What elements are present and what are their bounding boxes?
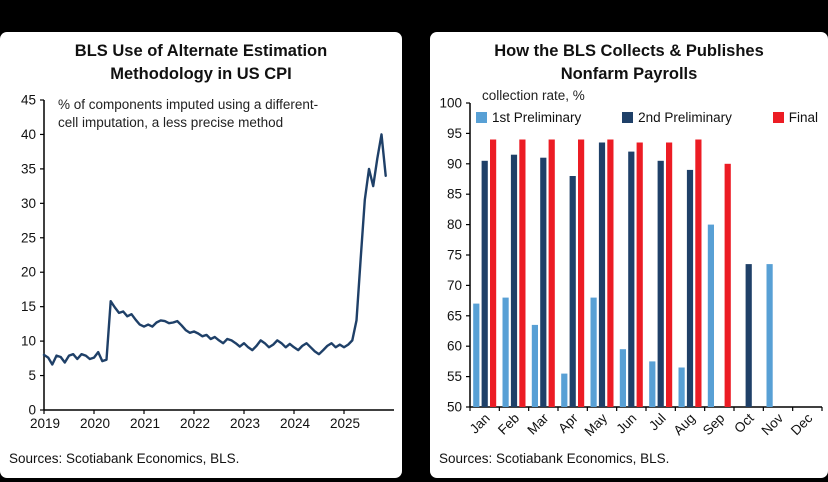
- svg-text:2021: 2021: [130, 416, 160, 431]
- panel-nonfarm-payrolls-chart: How the BLS Collects & Publishes Nonfarm…: [430, 32, 828, 478]
- svg-text:30: 30: [21, 196, 36, 211]
- svg-text:75: 75: [447, 248, 462, 263]
- left-chart-annotation-line2: cell imputation, a less precise method: [58, 115, 284, 130]
- panel-cpi-imputation-chart: BLS Use of Alternate Estimation Methodol…: [0, 32, 402, 478]
- legend-label-1st-preliminary: 1st Preliminary: [492, 110, 582, 125]
- svg-text:2020: 2020: [80, 416, 110, 431]
- legend-item-2nd-preliminary: 2nd Preliminary: [622, 110, 732, 125]
- svg-text:May: May: [581, 410, 610, 439]
- svg-text:Sep: Sep: [700, 411, 728, 439]
- svg-text:50: 50: [447, 400, 462, 415]
- svg-text:60: 60: [447, 339, 462, 354]
- svg-text:Aug: Aug: [671, 411, 699, 439]
- legend-swatch-2nd-preliminary-icon: [622, 112, 634, 123]
- svg-text:25: 25: [21, 230, 36, 245]
- svg-text:2019: 2019: [30, 416, 60, 431]
- svg-text:45: 45: [21, 93, 36, 108]
- svg-text:10: 10: [21, 334, 36, 349]
- svg-text:90: 90: [447, 156, 462, 171]
- svg-text:Jul: Jul: [646, 411, 669, 434]
- svg-text:0: 0: [28, 403, 36, 418]
- legend-swatch-final-icon: [772, 112, 784, 123]
- svg-text:Feb: Feb: [495, 411, 522, 438]
- svg-text:2024: 2024: [280, 416, 311, 431]
- svg-text:2025: 2025: [330, 416, 360, 431]
- legend-label-2nd-preliminary: 2nd Preliminary: [638, 110, 732, 125]
- svg-text:5: 5: [28, 368, 36, 383]
- svg-text:Apr: Apr: [555, 410, 581, 436]
- right-chart-title: How the BLS Collects & Publishes Nonfarm…: [430, 40, 828, 86]
- legend-item-1st-preliminary: 1st Preliminary: [476, 110, 581, 125]
- svg-text:40: 40: [21, 127, 36, 142]
- svg-text:Jun: Jun: [613, 411, 639, 437]
- right-chart-source: Sources: Scotiabank Economics, BLS.: [439, 451, 670, 466]
- legend-label-final: Final: [788, 110, 818, 125]
- left-chart-title: BLS Use of Alternate Estimation Methodol…: [0, 40, 402, 86]
- svg-text:Oct: Oct: [731, 410, 757, 436]
- legend-item-final: Final: [772, 110, 818, 125]
- svg-text:Jan: Jan: [467, 411, 493, 437]
- svg-text:55: 55: [447, 369, 462, 384]
- right-chart-title-line1: How the BLS Collects & Publishes: [494, 42, 764, 60]
- right-chart-axis-subtitle: collection rate, %: [482, 88, 585, 103]
- svg-text:Mar: Mar: [524, 410, 551, 437]
- legend-swatch-1st-preliminary-icon: [476, 112, 487, 123]
- left-chart-source: Sources: Scotiabank Economics, BLS.: [9, 451, 240, 466]
- left-chart-annotation-line1: % of components imputed using a differen…: [58, 97, 319, 112]
- svg-text:Nov: Nov: [759, 410, 787, 438]
- svg-text:35: 35: [21, 161, 36, 176]
- svg-text:2022: 2022: [180, 416, 210, 431]
- svg-text:65: 65: [447, 308, 462, 323]
- svg-text:Dec: Dec: [788, 410, 816, 438]
- svg-text:2023: 2023: [230, 416, 260, 431]
- left-chart-title-line1: BLS Use of Alternate Estimation: [74, 42, 328, 60]
- svg-text:85: 85: [447, 187, 462, 202]
- right-chart-title-line2: Nonfarm Payrolls: [560, 65, 698, 83]
- svg-text:80: 80: [447, 217, 462, 232]
- svg-text:95: 95: [447, 126, 462, 141]
- svg-text:20: 20: [21, 265, 36, 280]
- svg-text:70: 70: [447, 278, 462, 293]
- left-chart-title-line2: Methodology in US CPI: [110, 65, 292, 83]
- svg-text:15: 15: [21, 299, 36, 314]
- left-chart-annotation: % of components imputed using a differen…: [58, 96, 318, 132]
- svg-text:100: 100: [439, 96, 462, 111]
- right-chart-legend: 1st Preliminary 2nd Preliminary Final: [476, 110, 818, 125]
